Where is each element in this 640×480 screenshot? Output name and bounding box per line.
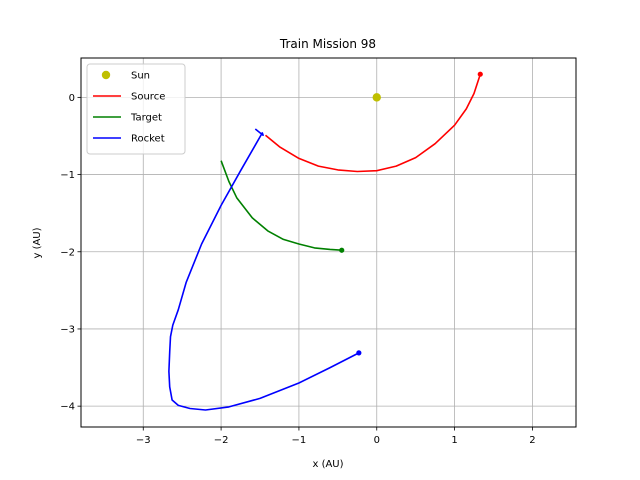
- target-endpoint-marker: [339, 247, 345, 253]
- x-tick-label: −1: [292, 435, 307, 446]
- legend-swatch-sun: [101, 70, 111, 80]
- sun-marker: [372, 93, 381, 102]
- x-tick-label: 2: [529, 435, 535, 446]
- target-line: [220, 160, 342, 251]
- y-tick-label: −1: [60, 170, 75, 181]
- rocket-endpoint-marker: [356, 350, 362, 356]
- series-layer: [168, 71, 483, 411]
- y-tick-label: −4: [60, 402, 75, 413]
- x-tick-label: −3: [136, 435, 151, 446]
- legend-box: [86, 63, 186, 155]
- source-line: [264, 73, 482, 173]
- legend: Sun Source Target Rocket: [86, 63, 186, 155]
- legend-label-sun: Sun: [131, 71, 150, 82]
- y-axis-label: y (AU): [32, 227, 43, 258]
- plot-frame: [80, 57, 577, 428]
- y-tick-label: −2: [60, 247, 75, 258]
- x-tick-label: 0: [374, 435, 380, 446]
- legend-label-source: Source: [131, 92, 165, 103]
- grid: [81, 58, 576, 427]
- x-axis-label: x (AU): [312, 459, 343, 470]
- chart-title: Train Mission 98: [279, 37, 376, 51]
- x-tick-label: −2: [214, 435, 229, 446]
- y-tick-label: 0: [69, 93, 75, 104]
- x-tick-label: 1: [451, 435, 457, 446]
- source-endpoint-marker: [477, 71, 483, 77]
- ticks: −3 −2 −1 0 1 2 0 −1 −2 −3 −4: [60, 93, 535, 446]
- rocket-line: [168, 128, 360, 411]
- y-tick-label: −3: [60, 324, 75, 335]
- legend-label-target: Target: [130, 113, 162, 124]
- legend-label-rocket: Rocket: [131, 134, 165, 145]
